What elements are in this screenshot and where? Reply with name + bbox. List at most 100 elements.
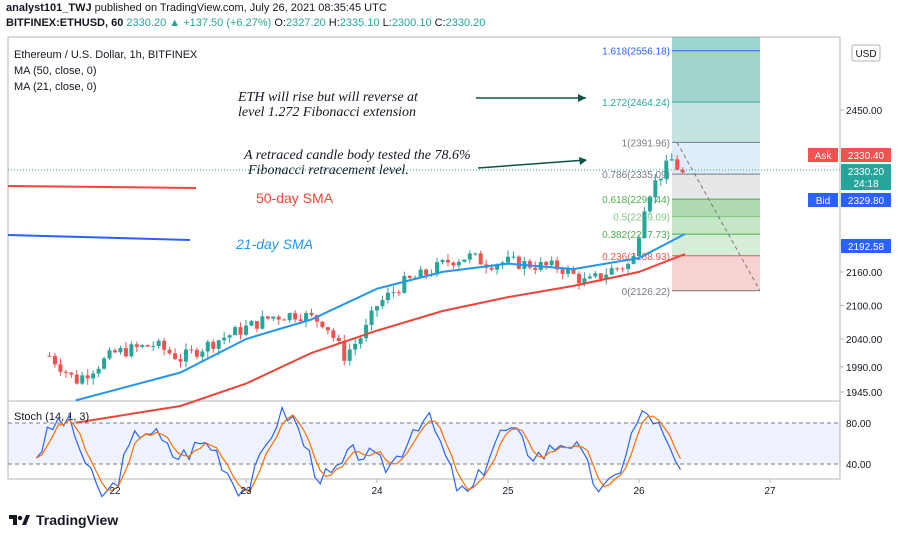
candle-body	[669, 159, 674, 161]
x-tick-label: 24	[371, 486, 383, 497]
fib-zone	[672, 199, 760, 217]
last-price-tag	[841, 164, 891, 190]
candle-body	[183, 349, 188, 362]
candle-body	[369, 310, 374, 325]
candle-body	[626, 263, 631, 269]
fibonacci-layer: 1.618(2556.18) 1.272(2464.24) 1(2391.96) 0.…	[602, 37, 761, 298]
candle-body	[680, 169, 685, 173]
chart-title: Ethereum / U.S. Dollar, 1h, BITFINEX	[14, 49, 198, 61]
candle-body	[47, 355, 52, 357]
ma50-line	[75, 253, 686, 424]
candle-body	[233, 327, 238, 336]
close-value: 2330.20	[445, 17, 486, 29]
close-label: C:	[434, 17, 446, 29]
candle-body	[571, 268, 576, 274]
moving-averages-layer	[75, 233, 686, 424]
candle-body	[145, 345, 150, 347]
candle-body	[211, 341, 216, 349]
open-label: O:	[274, 17, 286, 29]
candle-body	[549, 260, 554, 266]
candle-body	[74, 374, 79, 384]
sma21-sample-line	[7, 234, 191, 241]
candle-body	[435, 262, 440, 275]
currency-badge[interactable]	[851, 44, 881, 62]
fib-level-label: 0.236(2188.93)	[602, 252, 670, 263]
y-tick-label: 2160.00	[846, 268, 883, 279]
candle-body	[107, 350, 112, 359]
candle-body	[189, 349, 194, 351]
candle-body	[304, 313, 309, 322]
candle-body	[631, 256, 636, 264]
candle-body	[527, 260, 532, 268]
candle-body	[467, 253, 472, 260]
candle-body	[151, 345, 156, 347]
stoch-tick-label: 40.00	[846, 460, 871, 471]
candle-body	[489, 267, 494, 270]
fib-zone	[672, 174, 760, 200]
candle-body	[380, 300, 385, 307]
fib-level-label: 1(2391.96)	[622, 138, 670, 149]
low-value: 2300.10	[391, 17, 432, 29]
time-axis[interactable]: 22 23 24 25 26 27	[109, 479, 776, 497]
candle-body	[358, 338, 363, 344]
candle-body	[342, 340, 347, 361]
fib-level-label: 0(2126.22)	[622, 287, 670, 298]
candle-body	[407, 276, 412, 278]
candle-body	[194, 349, 199, 357]
candle-body	[402, 276, 407, 293]
candle-body	[451, 262, 456, 266]
fib-zone	[672, 216, 760, 235]
candle-body	[375, 306, 379, 311]
candle-body	[440, 260, 445, 263]
y-tick-label: 2450.00	[846, 106, 883, 117]
last-price-tag-value: 2330.20	[848, 167, 885, 178]
stoch-lines	[35, 405, 682, 498]
currency-label: USD	[855, 49, 876, 60]
arrowhead-2	[579, 157, 587, 165]
candle-body	[396, 292, 401, 294]
candle-body	[506, 256, 510, 263]
candle-body	[664, 160, 669, 179]
candle-body	[156, 340, 161, 346]
stoch-pane-frame	[7, 400, 841, 480]
candle-body	[265, 316, 270, 319]
candle-body	[271, 316, 276, 319]
tradingview-logo[interactable]: TradingView	[8, 512, 118, 528]
candle-body	[593, 273, 598, 277]
candle-body	[615, 268, 620, 270]
candle-body	[282, 319, 287, 321]
ma21-value-tag	[841, 239, 891, 253]
high-label: H:	[328, 17, 340, 29]
sma50-sample-line	[7, 185, 197, 189]
candle-body	[653, 180, 658, 198]
fib-zone	[672, 102, 760, 143]
candle-body	[96, 368, 101, 374]
stoch-band	[8, 423, 840, 464]
candle-body	[637, 238, 641, 257]
up-arrow-icon: ▲	[169, 17, 181, 29]
candle-body	[391, 292, 396, 294]
candle-body	[178, 359, 183, 362]
candle-body	[222, 337, 227, 341]
candle-body	[418, 269, 423, 278]
candle-body	[173, 353, 178, 360]
fib-zone	[672, 234, 760, 256]
candle-body	[249, 321, 254, 326]
tradingview-logo-icon	[9, 515, 30, 525]
candle-body	[478, 253, 483, 265]
candle-body	[544, 261, 549, 266]
candle-body	[647, 197, 652, 212]
arrowhead-1	[578, 94, 586, 102]
candle-body	[347, 349, 352, 361]
fib-zone	[672, 50, 760, 103]
sma21-label: 21-day SMA	[235, 236, 313, 252]
candle-body	[424, 269, 429, 275]
candle-body	[162, 340, 167, 350]
candle-body	[123, 348, 128, 357]
y-tick-label: 2040.00	[846, 335, 883, 346]
candle-body	[309, 313, 314, 316]
fib-level-label: 0.5(2259.09)	[613, 213, 670, 224]
arrow-line-2	[477, 159, 587, 169]
x-tick-label: 23	[240, 486, 252, 497]
